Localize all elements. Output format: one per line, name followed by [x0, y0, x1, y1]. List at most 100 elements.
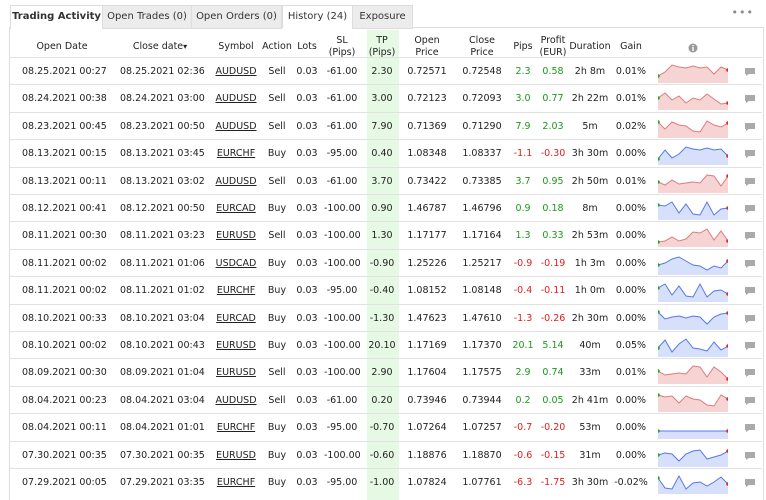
tab[interactable]: Exposure [352, 5, 413, 29]
cell: 0.74 [542, 367, 564, 379]
cell: 0.00% [615, 312, 647, 324]
cell: -0.40 [369, 285, 395, 297]
cell: 08.11.2021 00:02 [22, 285, 107, 297]
cell[interactable]: EURCAD [216, 203, 256, 214]
column-header[interactable]: Symbol [218, 41, 254, 52]
tab[interactable]: History (24) [282, 5, 353, 29]
cell: 08.11.2021 01:02 [120, 285, 205, 297]
comment-icon[interactable] [744, 423, 756, 433]
comment-icon[interactable] [744, 231, 756, 241]
cell: 08.11.2021 01:06 [120, 257, 205, 269]
cell: 0.40 [371, 148, 393, 160]
comment-icon[interactable] [744, 368, 756, 378]
cell[interactable]: AUDUSD [215, 175, 257, 187]
cell: 1.08152 [407, 285, 447, 297]
cell: 08.04.2021 00:11 [22, 422, 107, 434]
comment-icon[interactable] [744, 259, 756, 269]
column-header[interactable]: Open Date [36, 41, 88, 52]
cell[interactable]: EURUSD [216, 449, 256, 461]
cell[interactable]: AUDUSD [215, 66, 257, 77]
cell: 0.00% [615, 203, 647, 214]
cell: 31m [579, 449, 601, 461]
sparkline [658, 448, 728, 467]
column-header[interactable]: Gain [620, 41, 642, 52]
cell: 08.09.2021 00:30 [22, 367, 107, 379]
comment-icon[interactable] [744, 396, 756, 406]
cell[interactable]: EURCAD [216, 312, 256, 324]
cell[interactable]: EURCHF [216, 148, 256, 160]
table-row: 08.04.2021 00:11 08.04.2021 01:01 EURCHF Bu… [10, 413, 762, 441]
table-row: 08.10.2021 00:33 08.10.2021 03:04 EURCAD Bu… [10, 303, 762, 332]
comment-icon[interactable] [744, 94, 756, 104]
tab[interactable]: Trading Activity [10, 5, 103, 29]
cell[interactable]: EURCHF [216, 477, 256, 488]
column-header[interactable]: Close Price [469, 35, 495, 58]
cell: 3.7 [515, 175, 531, 187]
table-row: 08.13.2021 00:11 08.13.2021 03:02 AUDUSD Se… [10, 166, 762, 195]
cell: Sell [268, 66, 286, 77]
comment-icon[interactable] [744, 451, 756, 461]
cell[interactable]: EURCHF [216, 422, 256, 434]
cell: 0.01% [615, 66, 647, 77]
cell: 8m [582, 203, 598, 214]
cell[interactable]: AUDUSD [215, 394, 257, 406]
cell: 0.01% [615, 175, 647, 187]
cell[interactable]: AUDUSD [215, 93, 257, 105]
cell: -1.30 [369, 312, 395, 324]
tab[interactable]: Open Orders (0) [191, 5, 282, 29]
column-header[interactable]: TP (Pips) [368, 35, 396, 58]
column-header[interactable]: SL (Pips) [328, 35, 356, 58]
cell: 08.25.2021 00:27 [22, 66, 107, 77]
info-icon [688, 43, 698, 53]
cell: -61.00 [326, 175, 358, 187]
cell[interactable]: EURUSD [216, 230, 256, 242]
cell: 40m [579, 340, 601, 351]
cell: 08.12.2021 00:50 [120, 203, 205, 214]
column-header[interactable]: Profit (EUR) [539, 35, 567, 58]
cell[interactable]: EURUSD [216, 340, 256, 351]
cell: 0.73946 [407, 394, 447, 406]
comment-icon[interactable] [744, 478, 756, 488]
cell: 0.72548 [462, 66, 502, 77]
comment-icon[interactable] [744, 204, 756, 214]
comment-icon[interactable] [744, 67, 756, 77]
tab[interactable]: Open Trades (0) [102, 5, 192, 29]
cell: 08.04.2021 03:04 [120, 394, 205, 406]
sparkline [658, 392, 728, 412]
table-row: 08.23.2021 00:45 08.23.2021 00:50 AUDUSD Se… [10, 111, 762, 140]
cell: 0.05 [542, 394, 564, 406]
cell: -0.30 [540, 148, 566, 160]
comment-icon[interactable] [744, 314, 756, 324]
cell[interactable]: EURUSD [216, 367, 256, 379]
comment-icon[interactable] [744, 149, 756, 159]
comment-icon[interactable] [744, 341, 756, 351]
cell: -61.00 [326, 66, 358, 77]
cell: -0.7 [513, 422, 533, 434]
cell: 2.90 [371, 367, 393, 379]
comment-icon[interactable] [744, 122, 756, 132]
cell: 3.00 [371, 93, 393, 105]
comment-icon[interactable] [744, 177, 756, 187]
cell[interactable]: EURCHF [216, 285, 256, 297]
cell: -0.15 [540, 449, 566, 461]
more-menu[interactable]: ••• [731, 6, 754, 19]
column-header[interactable]: Close date [120, 33, 200, 61]
sparkline [658, 173, 728, 193]
cell: -100.00 [324, 312, 361, 324]
cell: -0.4 [513, 285, 533, 297]
column-header[interactable]: Lots [297, 41, 317, 52]
table-row: 08.25.2021 00:27 08.25.2021 02:36 AUDUSD Se… [10, 57, 762, 85]
cell: 08.13.2021 00:11 [22, 175, 107, 187]
column-header[interactable]: Pips [513, 41, 533, 52]
comment-icon[interactable] [744, 286, 756, 296]
cell: 0.00% [615, 394, 647, 406]
cell: -6.3 [513, 477, 533, 488]
column-header[interactable]: Action [262, 41, 292, 52]
column-header[interactable]: Open Price [414, 35, 440, 58]
cell: -100.00 [324, 230, 361, 242]
column-header[interactable]: Duration [569, 41, 611, 52]
cell[interactable]: USDCAD [215, 257, 257, 269]
cell[interactable]: AUDUSD [215, 120, 257, 132]
cell: 0.03 [296, 203, 318, 214]
